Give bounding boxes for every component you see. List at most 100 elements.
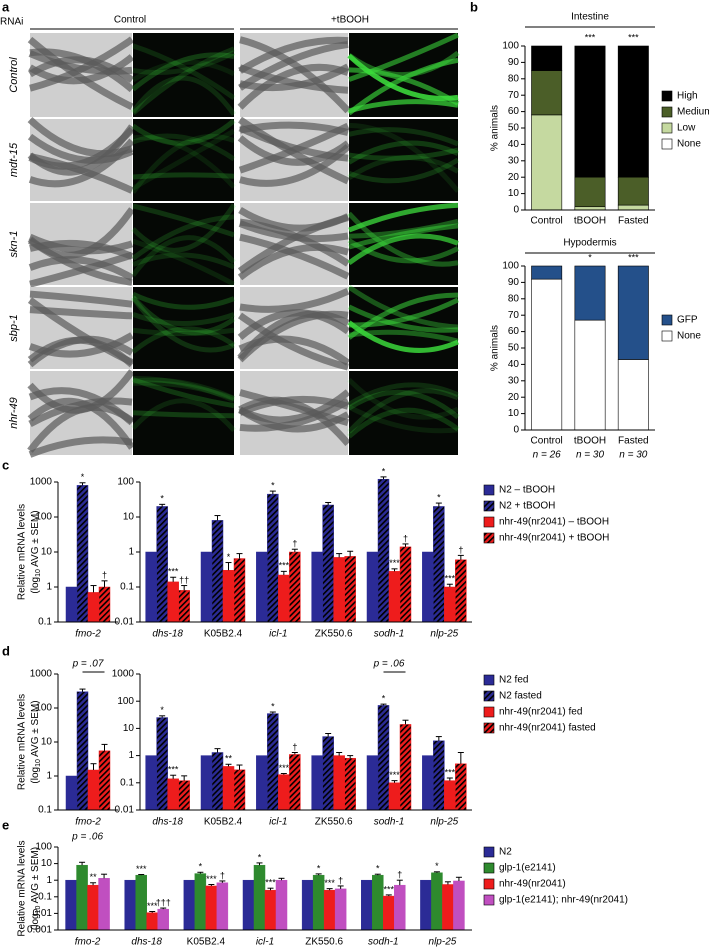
y-axis-label-part: (log [30, 767, 41, 784]
worm [27, 297, 134, 366]
significance: * [81, 472, 85, 482]
micrograph [131, 371, 236, 455]
legend-label: None [677, 139, 701, 150]
row-label: skn-1 [8, 231, 20, 258]
significance: † [397, 870, 402, 880]
significance: *** [389, 770, 400, 780]
chart-title: Hypodermis [563, 238, 616, 249]
x-tick-label: fmo-2 [75, 629, 101, 640]
error-bar [214, 515, 221, 521]
significance: † [458, 545, 463, 555]
significance: * [271, 701, 275, 711]
worm [27, 335, 134, 368]
y-tick-label: 70 [508, 90, 520, 101]
bar [65, 879, 77, 931]
worm [237, 312, 349, 371]
error-bar [225, 763, 232, 767]
bar [222, 766, 235, 811]
y-axis-label-part: (log [30, 913, 41, 930]
worm [131, 59, 236, 83]
worm [348, 202, 459, 233]
bar [264, 889, 277, 931]
bar [98, 750, 111, 811]
error-bar [181, 585, 188, 591]
annotation: p = .07 [72, 659, 104, 670]
x-tick-label: ZK550.6 [305, 937, 343, 948]
legend-swatch [483, 500, 495, 512]
bar [289, 551, 301, 623]
error-bar [267, 887, 274, 891]
worm [130, 75, 237, 116]
x-tick-label: fmo-2 [75, 937, 101, 948]
micrograph [27, 369, 135, 458]
bar [333, 557, 345, 623]
micrograph [130, 287, 236, 369]
bar [183, 879, 196, 931]
legend-swatch [483, 690, 495, 702]
error-bar [181, 775, 188, 781]
error-bar [391, 568, 398, 572]
error-bar [214, 748, 221, 753]
bar [422, 755, 434, 811]
legend-swatch [483, 846, 495, 858]
significance: * [199, 862, 203, 872]
x-tick-label: sodh-1 [368, 937, 399, 948]
worm [132, 380, 235, 401]
bar [444, 780, 456, 811]
micrograph [237, 33, 351, 117]
legend-label: nhr-49(nr2041) fasted [499, 723, 596, 734]
worm [347, 211, 459, 267]
bar [399, 724, 412, 811]
worm [29, 290, 133, 308]
y-tick-label: 0.1 [38, 891, 52, 902]
worm [239, 398, 350, 432]
bar-segment [531, 45, 563, 71]
bar [242, 879, 255, 931]
bar [178, 590, 190, 623]
significance: *** [585, 32, 596, 42]
error-bar [402, 719, 409, 725]
chart-title: Intestine [571, 12, 609, 23]
y-tick-label: 20 [508, 172, 520, 183]
bar [422, 551, 434, 623]
worm [130, 134, 235, 194]
worm [347, 155, 460, 180]
legend-label: nhr-49(nr2041) fed [499, 707, 582, 718]
significance: * [588, 252, 592, 262]
worm [238, 36, 349, 74]
worm [237, 135, 351, 166]
significance: *** [389, 558, 400, 568]
y-axis-label: % animals [490, 325, 501, 371]
worm [132, 134, 236, 189]
legend-swatch [483, 516, 495, 528]
worm [348, 127, 459, 147]
panel-label: d [2, 643, 10, 658]
legend-label: None [677, 331, 701, 342]
y-tick-label: 1000 [112, 669, 135, 680]
bar [145, 551, 157, 623]
y-tick-label: 60 [508, 106, 520, 117]
panel-label: a [2, 0, 10, 14]
significance: *** [445, 574, 456, 584]
bar [275, 879, 288, 931]
micrograph [130, 203, 237, 287]
bar [233, 558, 246, 623]
bar [289, 754, 301, 811]
n-label: n = 26 [533, 450, 562, 461]
legend-label: N2 fed [499, 675, 528, 686]
bar [344, 556, 356, 623]
row-label: sbp-1 [8, 314, 20, 342]
error-bar [347, 755, 354, 759]
error-bar [446, 583, 453, 587]
y-tick-label: 10 [123, 723, 135, 734]
bar [156, 506, 168, 623]
y-tick-label: 80 [508, 73, 520, 84]
significance: *** [168, 567, 179, 577]
legend-label: N2 [499, 847, 512, 858]
error-bar [391, 780, 398, 783]
bar [388, 571, 401, 623]
y-tick-label: 1 [128, 750, 134, 761]
panel-label: c [2, 457, 9, 472]
bar [156, 717, 168, 811]
